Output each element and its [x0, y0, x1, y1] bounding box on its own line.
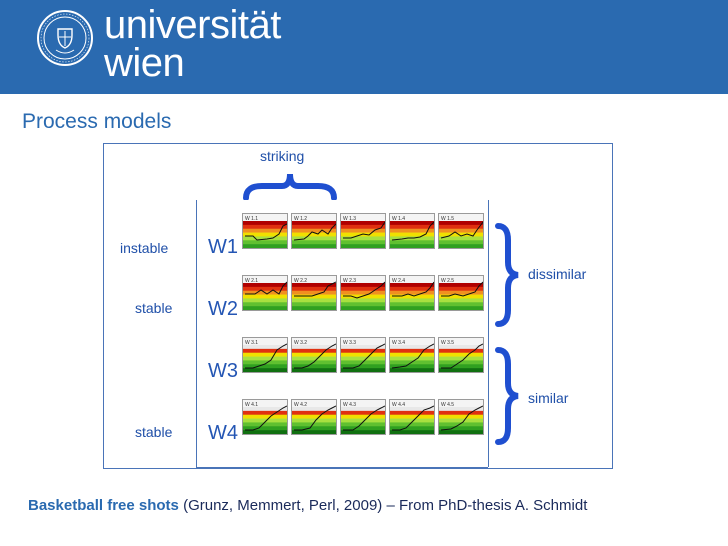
model-cell-label: W 1.5	[441, 216, 454, 222]
model-cell-label: W 1.1	[245, 216, 258, 222]
model-cell-label: W 3.4	[392, 340, 405, 346]
stability-label-w1: instable	[120, 240, 169, 256]
model-cell: W 3.2	[291, 337, 337, 373]
similar-label: similar	[528, 390, 569, 406]
process-chart-icon: W 3.4	[390, 338, 434, 372]
dissimilar-label: dissimilar	[528, 266, 587, 282]
stability-label-w2: stable	[135, 300, 173, 316]
model-cell: W 4.2	[291, 399, 337, 435]
model-cell: W 1.2	[291, 213, 337, 249]
model-cell-label: W 1.2	[294, 216, 307, 222]
model-cell-label: W 3.3	[343, 340, 356, 346]
striking-brace-icon	[243, 173, 337, 200]
process-chart-icon: W 3.1	[243, 338, 287, 372]
diagram-frame	[103, 143, 613, 469]
process-chart-icon: W 4.5	[439, 400, 483, 434]
model-cell: W 1.4	[389, 213, 435, 249]
model-cell: W 2.2	[291, 275, 337, 311]
process-chart-icon: W 1.4	[390, 214, 434, 248]
logo-line-1: universität	[104, 3, 281, 47]
model-cell: W 2.3	[340, 275, 386, 311]
model-cell: W 3.4	[389, 337, 435, 373]
model-cell-label: W 3.5	[441, 340, 454, 346]
process-chart-icon: W 1.5	[439, 214, 483, 248]
model-cell: W 1.5	[438, 213, 484, 249]
model-cell-label: W 3.1	[245, 340, 258, 346]
model-cell-label: W 2.5	[441, 278, 454, 284]
model-cell-label: W 4.3	[343, 402, 356, 408]
model-cell: W 4.4	[389, 399, 435, 435]
university-seal-icon	[37, 10, 93, 66]
model-cell-label: W 3.2	[294, 340, 307, 346]
dissimilar-brace-icon	[495, 223, 519, 327]
slide-title: Process models	[22, 110, 172, 133]
model-cell-label: W 4.2	[294, 402, 307, 408]
grid-frame	[196, 200, 489, 468]
process-chart-icon: W 1.3	[341, 214, 385, 248]
row-label-w2: W2	[208, 298, 238, 320]
stability-label-w4: stable	[135, 424, 173, 440]
model-cell: W 1.3	[340, 213, 386, 249]
row-label-w4: W4	[208, 422, 238, 444]
model-cell-label: W 4.1	[245, 402, 258, 408]
model-cell: W 2.5	[438, 275, 484, 311]
process-chart-icon: W 2.3	[341, 276, 385, 310]
model-cell-label: W 2.3	[343, 278, 356, 284]
process-chart-icon: W 1.2	[292, 214, 336, 248]
striking-label: striking	[260, 148, 305, 164]
row-label-w1: W1	[208, 236, 238, 258]
process-chart-icon: W 4.1	[243, 400, 287, 434]
process-chart-icon: W 2.5	[439, 276, 483, 310]
model-cell: W 3.3	[340, 337, 386, 373]
process-chart-icon: W 3.5	[439, 338, 483, 372]
model-cell: W 4.1	[242, 399, 288, 435]
process-chart-icon: W 2.1	[243, 276, 287, 310]
model-cell-label: W 1.4	[392, 216, 405, 222]
caption: Basketball free shots (Grunz, Memmert, P…	[28, 497, 587, 514]
model-cell: W 3.1	[242, 337, 288, 373]
model-cell-label: W 2.1	[245, 278, 258, 284]
process-chart-icon: W 4.4	[390, 400, 434, 434]
model-cell: W 4.3	[340, 399, 386, 435]
process-chart-icon: W 3.2	[292, 338, 336, 372]
caption-rest: (Grunz, Memmert, Perl, 2009) – From PhD-…	[178, 497, 588, 514]
model-cell: W 3.5	[438, 337, 484, 373]
similar-brace-icon	[495, 347, 519, 445]
model-cell: W 1.1	[242, 213, 288, 249]
model-cell: W 2.1	[242, 275, 288, 311]
model-cell-label: W 2.2	[294, 278, 307, 284]
university-logo-text: universität wien	[104, 3, 281, 85]
logo-line-2: wien	[104, 41, 185, 85]
process-chart-icon: W 2.2	[292, 276, 336, 310]
model-cell: W 4.5	[438, 399, 484, 435]
row-label-w3: W3	[208, 360, 238, 382]
process-chart-icon: W 4.3	[341, 400, 385, 434]
model-cell-label: W 4.4	[392, 402, 405, 408]
model-cell-label: W 2.4	[392, 278, 405, 284]
header-bar: universität wien	[0, 0, 728, 94]
caption-bold: Basketball free shots	[28, 497, 179, 514]
process-chart-icon: W 1.1	[243, 214, 287, 248]
model-cell: W 2.4	[389, 275, 435, 311]
model-cell-label: W 1.3	[343, 216, 356, 222]
process-chart-icon: W 3.3	[341, 338, 385, 372]
process-chart-icon: W 4.2	[292, 400, 336, 434]
process-chart-icon: W 2.4	[390, 276, 434, 310]
model-cell-label: W 4.5	[441, 402, 454, 408]
